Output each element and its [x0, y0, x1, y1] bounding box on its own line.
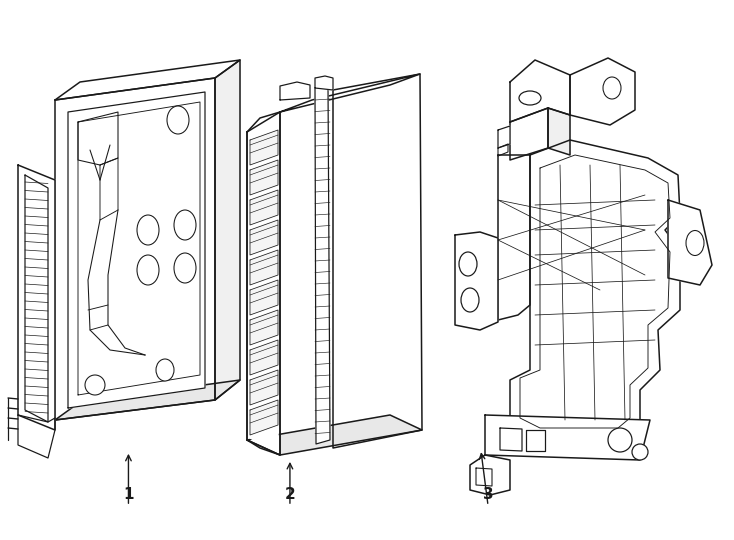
Polygon shape — [250, 370, 278, 405]
Polygon shape — [18, 165, 55, 430]
Polygon shape — [470, 455, 510, 495]
Polygon shape — [55, 60, 240, 100]
Circle shape — [85, 375, 105, 395]
Ellipse shape — [137, 215, 159, 245]
Polygon shape — [315, 85, 330, 444]
Polygon shape — [78, 112, 118, 165]
Ellipse shape — [603, 77, 621, 99]
Ellipse shape — [174, 253, 196, 283]
Polygon shape — [498, 126, 510, 148]
Polygon shape — [668, 200, 712, 285]
Polygon shape — [100, 158, 118, 220]
Polygon shape — [280, 74, 420, 112]
Polygon shape — [333, 74, 422, 448]
Ellipse shape — [519, 91, 541, 105]
Polygon shape — [510, 108, 548, 160]
Polygon shape — [18, 415, 55, 458]
Polygon shape — [250, 280, 278, 315]
Polygon shape — [55, 380, 240, 420]
Polygon shape — [250, 160, 278, 195]
Polygon shape — [68, 92, 205, 408]
Polygon shape — [510, 140, 680, 435]
Polygon shape — [455, 232, 498, 330]
Text: 1: 1 — [123, 487, 134, 502]
Polygon shape — [570, 58, 635, 125]
Polygon shape — [247, 112, 280, 455]
Polygon shape — [485, 415, 650, 460]
Polygon shape — [247, 112, 280, 455]
Polygon shape — [250, 220, 278, 255]
Polygon shape — [25, 175, 48, 422]
Circle shape — [608, 428, 632, 452]
Polygon shape — [250, 340, 278, 375]
Polygon shape — [498, 144, 508, 156]
Polygon shape — [548, 108, 570, 155]
Polygon shape — [55, 78, 215, 420]
Polygon shape — [250, 190, 278, 225]
Polygon shape — [250, 250, 278, 285]
Polygon shape — [510, 60, 570, 122]
Ellipse shape — [137, 255, 159, 285]
Polygon shape — [247, 415, 422, 455]
Polygon shape — [250, 130, 278, 165]
Polygon shape — [498, 155, 530, 320]
Circle shape — [632, 444, 648, 460]
Text: 2: 2 — [285, 487, 295, 502]
Ellipse shape — [686, 231, 704, 255]
Polygon shape — [250, 310, 278, 345]
Polygon shape — [250, 400, 278, 435]
Ellipse shape — [167, 106, 189, 134]
Polygon shape — [215, 60, 240, 400]
Ellipse shape — [156, 359, 174, 381]
Polygon shape — [280, 82, 310, 100]
Text: 3: 3 — [483, 487, 493, 502]
Polygon shape — [315, 76, 333, 90]
Ellipse shape — [174, 210, 196, 240]
Ellipse shape — [461, 288, 479, 312]
Ellipse shape — [459, 252, 477, 276]
Polygon shape — [250, 118, 278, 452]
